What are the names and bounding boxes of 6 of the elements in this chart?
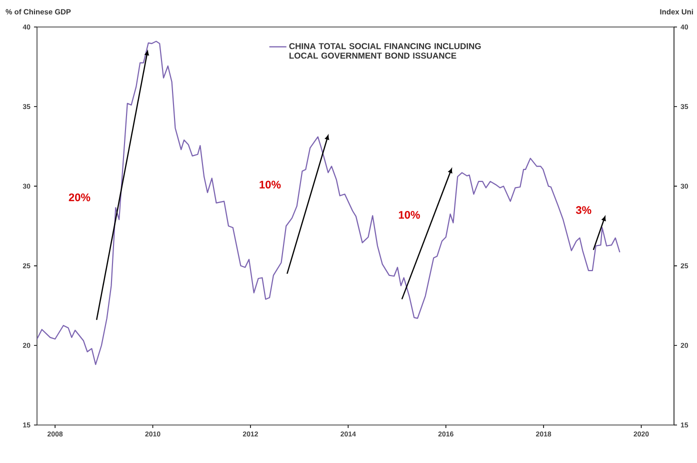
annotation: 10% (398, 210, 420, 219)
annotation: 3% (576, 206, 592, 214)
annotation: 20% (68, 193, 90, 202)
legend-label: CHINA TOTAL SOCIAL FINANCING INCLUDING LOCAL GOVERNMENT BOND ISSUANCE (289, 43, 481, 59)
line-series (37, 40, 620, 366)
annotation: 10% (260, 180, 281, 188)
